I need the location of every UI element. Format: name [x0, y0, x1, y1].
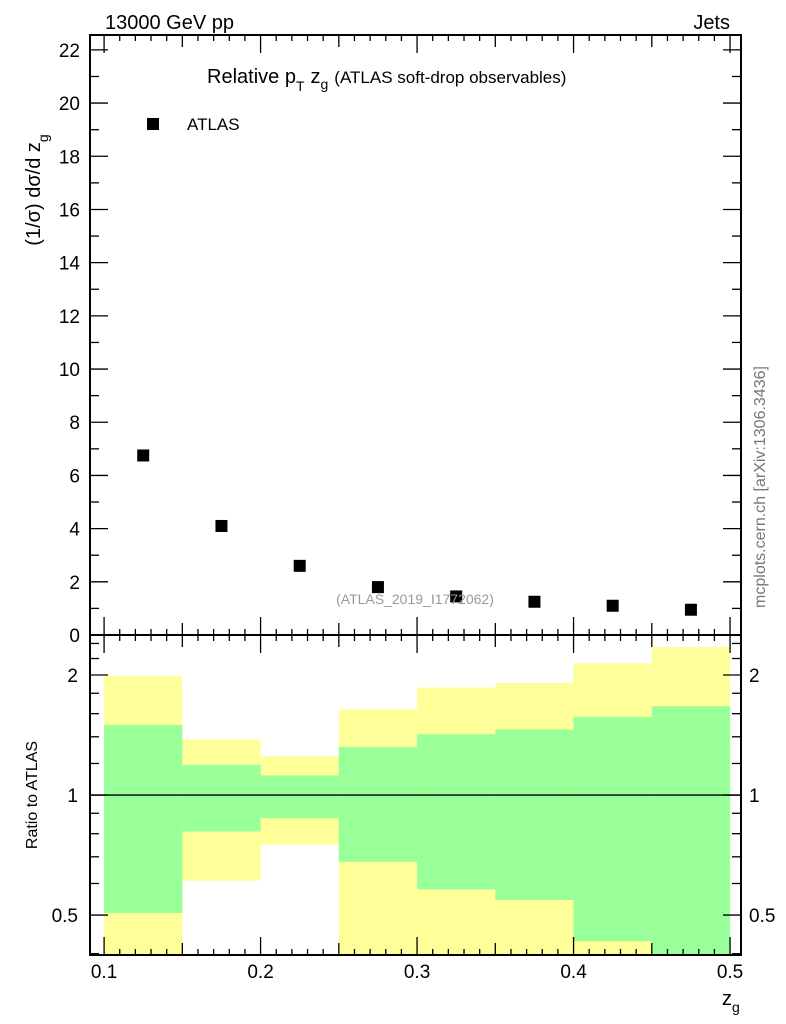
data-point [606, 599, 619, 612]
ratio-bands [104, 647, 731, 955]
data-point [684, 603, 697, 616]
y-tick-label: 20 [59, 94, 80, 115]
green-band-bin [260, 775, 339, 819]
analysis-watermark: (ATLAS_2019_I1772062) [336, 591, 494, 607]
green-band-bin [338, 746, 418, 862]
green-band-bin [417, 734, 496, 890]
data-points [137, 449, 697, 616]
ratio-y-tick-label: 0.5 [52, 906, 78, 927]
y-tick-label: 12 [59, 307, 80, 328]
y-tick-label: 18 [59, 147, 80, 168]
ratio-y-tick-label: 1 [67, 786, 78, 807]
legend-label: ATLAS [187, 115, 240, 134]
mcplots-credit: mcplots.cern.ch [arXiv:1306.3436] [752, 366, 769, 608]
y-tick-label: 6 [69, 466, 80, 487]
ratio-y-axis-label: Ratio to ATLAS [24, 741, 41, 849]
y-tick-label: 16 [59, 200, 80, 221]
y-tick-label: 8 [69, 413, 80, 434]
plot-title: Relative pT zg (ATLAS soft-drop observable… [207, 66, 566, 94]
ratio-y-tick-label: 2 [67, 666, 78, 687]
green-band-bin [651, 706, 731, 955]
y-tick-label: 0 [69, 626, 80, 647]
x-tick-label: 0.5 [717, 962, 743, 983]
data-point [371, 581, 384, 594]
x-tick-label: 0.4 [560, 962, 587, 983]
y-tick-label: 2 [69, 573, 80, 594]
data-point [450, 590, 463, 603]
data-point [528, 595, 541, 608]
green-band-bin [182, 764, 261, 832]
x-tick-label: 0.1 [91, 962, 117, 983]
y-tick-label: 4 [69, 520, 80, 541]
y-tick-label: 22 [59, 41, 80, 62]
green-band-bin [495, 729, 574, 901]
green-band-bin [573, 716, 652, 942]
green-band-bin [104, 724, 183, 913]
data-point [293, 559, 306, 572]
x-axis-label: zg [722, 988, 740, 1015]
legend-marker [147, 118, 159, 130]
header-right: Jets [693, 12, 730, 34]
ratio-y-tick-label-right: 0.5 [749, 906, 775, 927]
ratio-y-tick-label-right: 2 [749, 666, 760, 687]
y-tick-label: 14 [59, 254, 81, 275]
x-tick-label: 0.3 [404, 962, 430, 983]
y-tick-label: 10 [59, 360, 80, 381]
x-tick-label: 0.2 [247, 962, 273, 983]
header-left: 13000 GeV pp [105, 12, 234, 34]
ratio-y-tick-label-right: 1 [749, 786, 760, 807]
main-y-axis-label: (1/σ) dσ/d zg [23, 134, 51, 245]
data-point [137, 449, 150, 462]
data-point [215, 519, 228, 532]
